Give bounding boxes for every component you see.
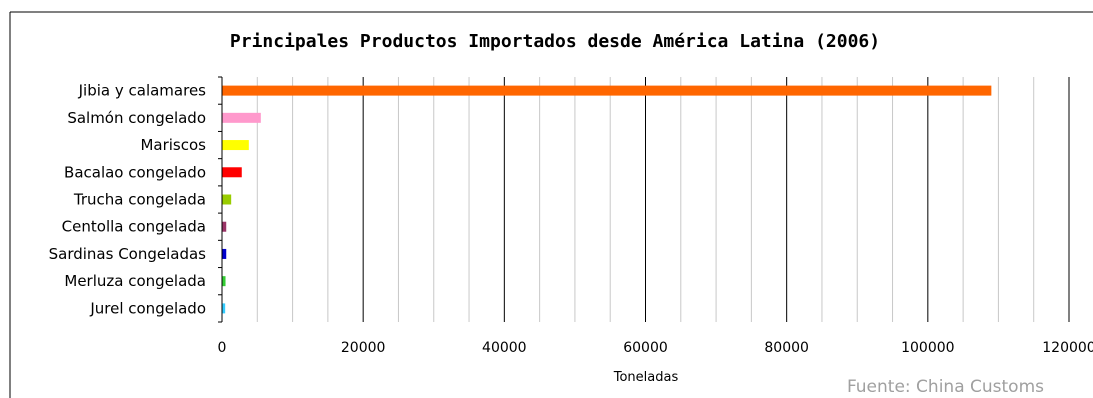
- x-tick-label: 20000: [341, 340, 386, 356]
- x-tick-label: 80000: [764, 340, 809, 356]
- x-tick-label: 60000: [623, 340, 668, 356]
- source-note: Fuente: China Customs: [847, 377, 1044, 397]
- bar: [222, 140, 249, 150]
- bar: [222, 222, 226, 232]
- category-label: Mariscos: [140, 136, 206, 154]
- bar: [222, 113, 261, 123]
- bar: [222, 195, 231, 205]
- bar: [222, 86, 991, 96]
- category-label: Centolla congelada: [62, 218, 206, 236]
- category-label: Trucha congelada: [73, 191, 206, 209]
- category-label: Bacalao congelado: [64, 163, 206, 181]
- category-label: Salmón congelado: [67, 109, 206, 127]
- x-tick-label: 0: [218, 340, 227, 356]
- bar: [222, 276, 226, 286]
- category-label: Jurel congelado: [89, 299, 206, 317]
- bar: [222, 167, 242, 177]
- category-label: Jibia y calamares: [78, 82, 207, 100]
- x-tick-label: 120000: [1042, 340, 1093, 356]
- chart-title: Principales Productos Importados desde A…: [230, 31, 880, 52]
- x-tick-label: 100000: [901, 340, 954, 356]
- category-label: Sardinas Congeladas: [49, 245, 207, 263]
- category-label: Merluza congelada: [64, 272, 206, 290]
- x-axis-title: Toneladas: [613, 370, 679, 385]
- bar: [222, 249, 226, 259]
- x-tick-label: 40000: [482, 340, 527, 356]
